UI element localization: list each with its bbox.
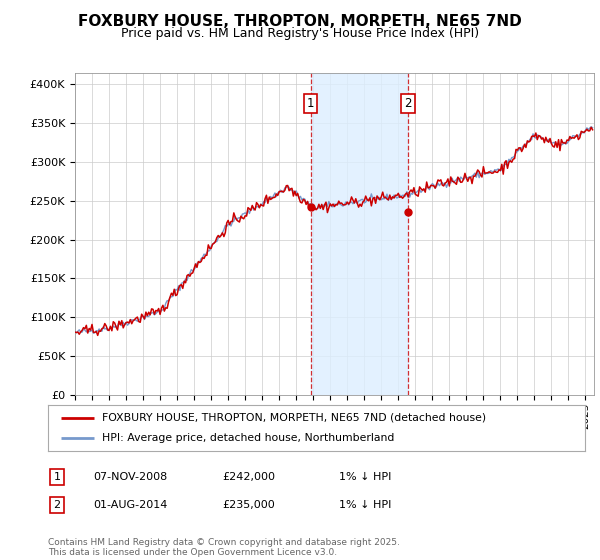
Text: FOXBURY HOUSE, THROPTON, MORPETH, NE65 7ND (detached house): FOXBURY HOUSE, THROPTON, MORPETH, NE65 7… [102,413,486,423]
Bar [311,73,408,395]
Text: £242,000: £242,000 [222,472,275,482]
Text: 2: 2 [404,97,412,110]
Text: 01-AUG-2014: 01-AUG-2014 [93,500,167,510]
Text: HPI: Average price, detached house, Northumberland: HPI: Average price, detached house, Nort… [102,433,394,443]
Text: £235,000: £235,000 [222,500,275,510]
Text: 1% ↓ HPI: 1% ↓ HPI [339,472,391,482]
Text: 07-NOV-2008: 07-NOV-2008 [93,472,167,482]
Text: 2: 2 [53,500,61,510]
Text: Price paid vs. HM Land Registry's House Price Index (HPI): Price paid vs. HM Land Registry's House … [121,27,479,40]
Text: 1: 1 [53,472,61,482]
Text: FOXBURY HOUSE, THROPTON, MORPETH, NE65 7ND: FOXBURY HOUSE, THROPTON, MORPETH, NE65 7… [78,14,522,29]
Text: Contains HM Land Registry data © Crown copyright and database right 2025.
This d: Contains HM Land Registry data © Crown c… [48,538,400,557]
Text: 1: 1 [307,97,314,110]
Text: 1% ↓ HPI: 1% ↓ HPI [339,500,391,510]
